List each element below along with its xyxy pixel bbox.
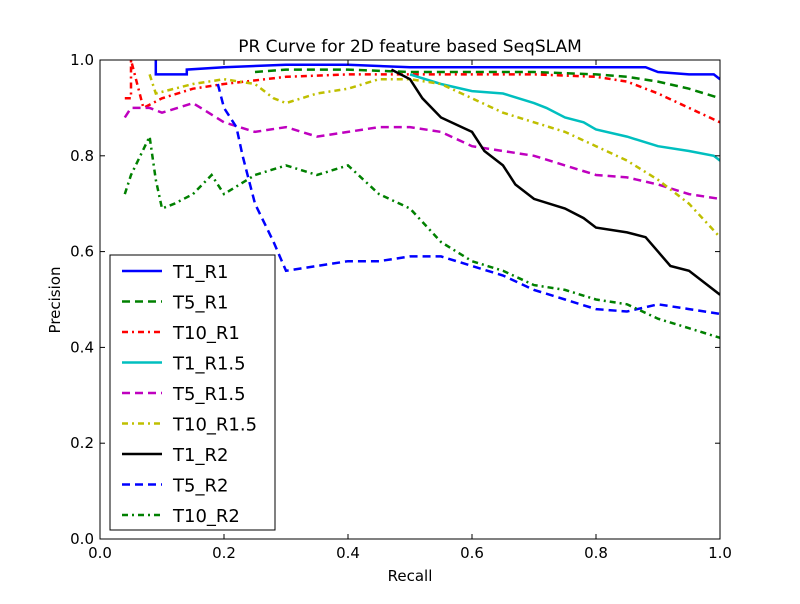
y-tick-label: 0.2 (70, 434, 94, 452)
x-tick-label: 1.0 (708, 544, 732, 562)
legend-label: T10_R2 (172, 506, 240, 527)
series-line-t5-r1-5 (123, 101, 720, 201)
legend-label: T5_R1 (172, 293, 228, 314)
legend: T1_R1 T5_R1 T10_R1 T1_R1.5 T5_R1.5 T10_R1.5 T1… (109, 254, 276, 531)
y-tick-label: 0.4 (70, 338, 94, 356)
series-line-t10-r1-5 (148, 74, 720, 239)
plot-frame (99, 59, 721, 540)
y-tick-label: 0.8 (70, 147, 94, 165)
tick-layer: 0.0 0.2 0.4 0.6 0.8 1.0 0.0 0.2 0.4 0.6 0.8 1.0 (70, 51, 732, 562)
x-tick-label: 0.6 (460, 544, 484, 562)
legend-label: T1_R1.5 (172, 354, 246, 375)
series-line-t5-r1 (254, 68, 720, 100)
x-tick-label: 0.2 (212, 544, 236, 562)
x-tick-label: 0.8 (584, 544, 608, 562)
legend-label: T5_R1.5 (172, 384, 246, 405)
y-tick-label: 1.0 (70, 51, 94, 69)
chart-title: PR Curve for 2D feature based SeqSLAM (238, 37, 582, 57)
y-axis-label: Precision (46, 267, 64, 334)
x-tick-label: 0.4 (336, 544, 360, 562)
series-line-t1-r1-5 (409, 73, 720, 162)
legend-label: T1_R2 (172, 445, 228, 466)
legend-label: T5_R2 (172, 476, 228, 497)
y-tick-label: 0.6 (70, 243, 94, 261)
series-line-t5-r2 (216, 83, 720, 316)
x-axis-label: Recall (388, 567, 433, 585)
series-line-t1-r2 (390, 68, 720, 296)
series-line-t10-r1 (124, 60, 720, 124)
x-tick-label: 0.0 (88, 544, 112, 562)
y-tick-label: 0.0 (70, 530, 94, 548)
legend-label: T10_R1.5 (172, 415, 257, 436)
series-line-t1-r1 (154, 60, 720, 81)
legend-label: T10_R1 (172, 323, 240, 344)
series-line-t10-r2 (123, 132, 720, 339)
series-layer (123, 60, 720, 339)
legend-label: T1_R1 (172, 262, 228, 283)
